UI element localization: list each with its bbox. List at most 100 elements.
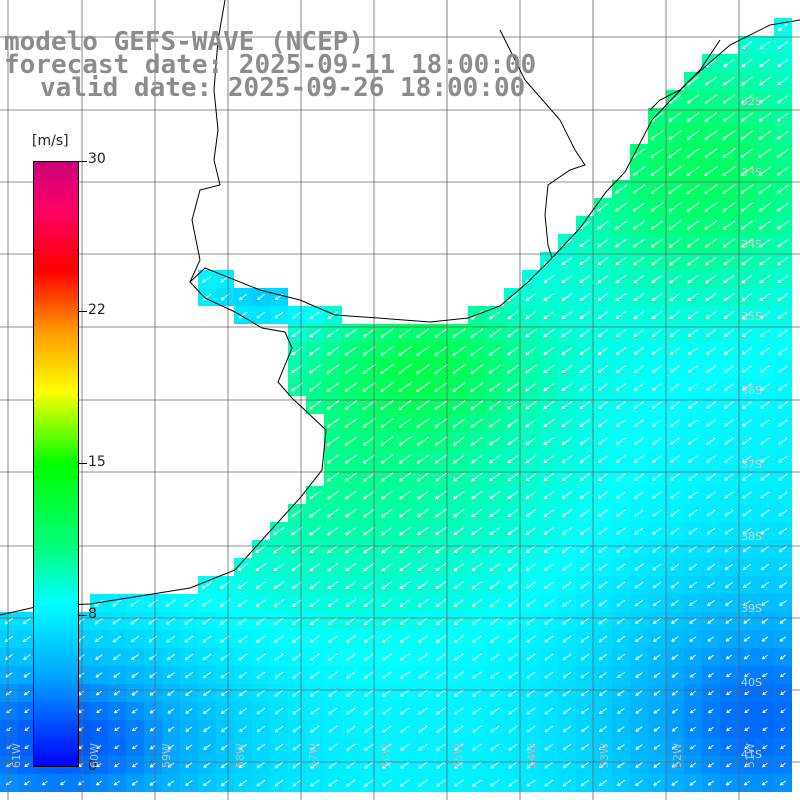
wind-arrow [705, 256, 717, 266]
wind-arrow [561, 545, 572, 553]
wind-arrow [452, 418, 466, 428]
wind-arrow [741, 347, 752, 355]
wind-arrow [364, 671, 374, 679]
wind-arrow [202, 690, 211, 697]
wind-arrow [760, 491, 770, 499]
wind-arrow [670, 563, 680, 571]
wind-arrow [363, 653, 374, 661]
wind-arrow [742, 582, 751, 589]
wind-arrow [671, 780, 679, 786]
wind-arrow [344, 328, 357, 338]
wind-arrow [435, 653, 446, 661]
wind-arrow [184, 671, 193, 679]
wind-arrow [489, 545, 501, 554]
wind-arrow [760, 545, 770, 553]
wind-arrow [580, 779, 590, 787]
wind-arrow [777, 23, 789, 31]
wind-arrow [292, 779, 302, 787]
wind-arrow [689, 762, 697, 768]
wind-arrow [399, 562, 411, 572]
wind-arrow [96, 708, 102, 714]
wind-arrow [364, 725, 374, 733]
wind-arrow [292, 761, 302, 769]
wind-arrow [652, 581, 662, 589]
wind-arrow [760, 419, 770, 427]
wind-arrow [580, 653, 590, 661]
wind-arrow [310, 779, 320, 787]
colorbar-tick-8: 8 [88, 606, 97, 622]
wind-arrow [327, 599, 339, 608]
wind-arrow [758, 148, 772, 158]
wind-arrow [508, 689, 518, 697]
wind-arrow [580, 689, 590, 697]
wind-arrow [472, 725, 482, 733]
wind-arrow [380, 363, 394, 375]
wind-arrow [345, 599, 357, 608]
wind-arrow [707, 672, 714, 678]
wind-arrow [598, 726, 607, 733]
wind-arrow [707, 618, 715, 624]
wind-arrow [525, 545, 537, 553]
wind-arrow [327, 617, 339, 625]
wind-arrow [651, 401, 662, 409]
wind-arrow [562, 563, 572, 571]
wind-arrow [650, 220, 664, 230]
wind-arrow [708, 744, 714, 750]
wind-arrow [561, 419, 573, 428]
wind-arrow [653, 744, 661, 750]
wind-arrow [614, 202, 628, 212]
wind-arrow [452, 346, 466, 357]
coastline [0, 19, 800, 616]
wind-arrow [706, 581, 715, 589]
wind-arrow [435, 581, 447, 590]
wind-arrow [346, 707, 356, 715]
wind-arrow [24, 727, 30, 732]
wind-arrow [148, 599, 158, 607]
wind-arrow [525, 527, 537, 535]
wind-arrow [561, 293, 573, 302]
wind-arrow [671, 690, 679, 696]
wind-arrow [508, 653, 518, 661]
wind-arrow [364, 743, 374, 751]
wind-arrow [490, 779, 500, 787]
wind-arrow [670, 491, 680, 499]
wind-arrow [651, 419, 662, 427]
wind-arrow [327, 508, 339, 518]
wind-arrow [525, 328, 537, 338]
wind-arrow [759, 274, 771, 284]
wind-arrow [741, 274, 753, 284]
wind-arrow [650, 184, 664, 194]
wind-arrow [740, 94, 753, 104]
wind-arrow [24, 708, 30, 714]
wind-arrow [686, 112, 700, 122]
wind-arrow [274, 761, 284, 769]
wind-arrow [633, 292, 645, 302]
wind-arrow [362, 472, 376, 482]
wind-arrow [616, 617, 626, 625]
wind-arrow [688, 419, 698, 427]
wind-arrow [726, 672, 732, 678]
wind-arrow [24, 780, 30, 786]
wind-arrow [380, 400, 394, 410]
wind-arrow [561, 364, 573, 374]
wind-arrow [398, 328, 412, 338]
wind-arrow [471, 490, 483, 500]
wind-arrow [202, 275, 212, 283]
wind-arrow [633, 311, 645, 320]
wind-arrow [653, 708, 661, 714]
wind-arrow [346, 761, 356, 769]
wind-arrow [452, 382, 466, 393]
wind-arrow [705, 274, 717, 284]
lat-label: 32S [741, 95, 762, 108]
wind-arrow [362, 490, 375, 500]
wind-arrow [256, 725, 266, 733]
wind-arrow [24, 745, 30, 750]
wind-arrow [454, 761, 464, 769]
wind-arrow [544, 653, 554, 661]
wind-arrow [762, 726, 768, 732]
wind-arrow [310, 707, 320, 715]
wind-arrow [506, 400, 519, 410]
wind-arrow [381, 580, 393, 590]
wind-arrow [723, 365, 734, 373]
